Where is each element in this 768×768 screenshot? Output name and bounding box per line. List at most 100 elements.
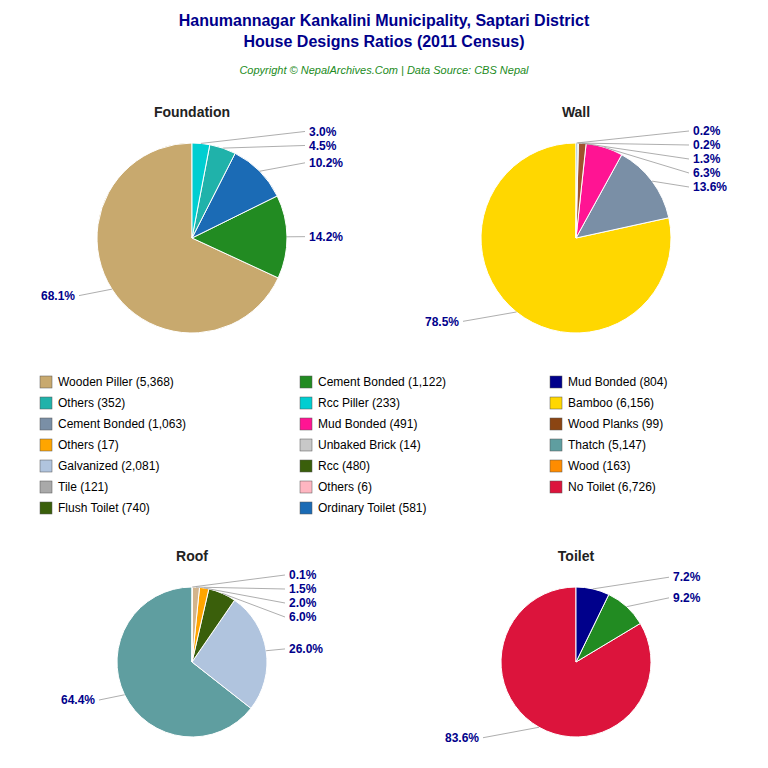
- title: Hanumannagar Kankalini Municipality, Sap…: [179, 12, 590, 50]
- pie-chart: Roof64.4%26.0%6.0%2.0%1.5%0.1%: [61, 548, 323, 737]
- legend-item: Galvanized (2,081): [40, 459, 159, 473]
- legend-label: Others (6): [318, 480, 372, 494]
- data-label: 4.5%: [309, 139, 337, 153]
- legend-label: Ordinary Toilet (581): [318, 501, 427, 515]
- legend-item: Rcc (480): [300, 459, 370, 473]
- data-label: 3.0%: [309, 125, 337, 139]
- legend-label: Rcc (480): [318, 459, 370, 473]
- leader-line: [593, 577, 669, 589]
- subtitle: Copyright © NepalArchives.Com | Data Sou…: [239, 64, 529, 76]
- legend-label: Wood (163): [568, 459, 630, 473]
- legend-swatch: [40, 397, 52, 409]
- data-label: 9.2%: [673, 591, 701, 605]
- pie-slice: [576, 143, 577, 238]
- legend-swatch: [40, 481, 52, 493]
- legend-item: Mud Bonded (491): [300, 417, 417, 431]
- legend-label: Unbaked Brick (14): [318, 438, 421, 452]
- data-label: 1.5%: [289, 582, 317, 596]
- leader-line: [204, 588, 285, 603]
- chart-root: Hanumannagar Kankalini Municipality, Sap…: [0, 0, 768, 768]
- pie-slice: [576, 143, 578, 238]
- pie-chart: Foundation68.1%14.2%10.2%4.5%3.0%: [41, 104, 343, 333]
- data-labels: 83.6%9.2%7.2%: [445, 570, 701, 744]
- data-label: 78.5%: [425, 315, 459, 329]
- slices: [501, 587, 651, 737]
- slices: [97, 143, 287, 333]
- pie-slice: [192, 143, 210, 238]
- legend-label: Rcc Piller (233): [318, 396, 400, 410]
- pie-slice: [576, 143, 586, 238]
- legend-item: Rcc Piller (233): [300, 396, 400, 410]
- leader-line: [79, 289, 112, 295]
- legend-item: Bamboo (6,156): [550, 396, 654, 410]
- data-labels: 68.1%14.2%10.2%4.5%3.0%: [41, 125, 343, 303]
- leader-line: [463, 312, 516, 321]
- legend-label: Cement Bonded (1,122): [318, 375, 446, 389]
- legend-swatch: [300, 376, 312, 388]
- pie-slice: [192, 587, 209, 662]
- pie-title: Toilet: [558, 548, 595, 564]
- legend-label: No Toilet (6,726): [568, 480, 656, 494]
- legend-label: Wood Planks (99): [568, 417, 663, 431]
- legend-item: Flush Toilet (740): [40, 501, 150, 515]
- title-line: House Designs Ratios (2011 Census): [244, 33, 525, 50]
- legend-item: Cement Bonded (1,063): [40, 417, 186, 431]
- legend-swatch: [550, 481, 562, 493]
- legend-item: Thatch (5,147): [550, 438, 646, 452]
- legend-label: Wooden Piller (5,368): [58, 375, 174, 389]
- legend-label: Tile (121): [58, 480, 108, 494]
- legend-label: Others (352): [58, 396, 125, 410]
- pie-slice: [501, 587, 651, 737]
- leader-line: [627, 598, 669, 607]
- legend-item: Others (352): [40, 396, 125, 410]
- data-label: 0.1%: [289, 568, 317, 582]
- slices: [117, 587, 267, 737]
- leader-line: [223, 145, 305, 148]
- legend-label: Thatch (5,147): [568, 438, 646, 452]
- legend-label: Flush Toilet (740): [58, 501, 150, 515]
- pie-slice: [192, 587, 193, 662]
- legend-label: Others (17): [58, 438, 119, 452]
- legend-label: Bamboo (6,156): [568, 396, 654, 410]
- data-labels: 78.5%13.6%6.3%1.3%0.2%0.2%: [425, 124, 727, 328]
- data-label: 1.3%: [693, 152, 721, 166]
- legend-swatch: [300, 460, 312, 472]
- legend-swatch: [300, 397, 312, 409]
- data-label: 6.0%: [289, 610, 317, 624]
- legend-swatch: [40, 418, 52, 430]
- legend-swatch: [550, 397, 562, 409]
- slices: [481, 143, 671, 333]
- pie-title: Wall: [562, 104, 590, 120]
- legend-item: Others (17): [40, 438, 119, 452]
- legend-label: Galvanized (2,081): [58, 459, 159, 473]
- legend-item: Ordinary Toilet (581): [300, 501, 427, 515]
- leader-line: [578, 143, 689, 145]
- pie-slice: [576, 144, 622, 238]
- legend-swatch: [300, 481, 312, 493]
- pie-slice: [481, 143, 671, 333]
- legend-label: Mud Bonded (491): [318, 417, 417, 431]
- leader-line: [266, 649, 285, 651]
- data-label: 6.3%: [693, 166, 721, 180]
- data-label: 10.2%: [309, 156, 343, 170]
- leader-line: [577, 131, 689, 143]
- pie-chart: Wall78.5%13.6%6.3%1.3%0.2%0.2%: [425, 104, 727, 333]
- legend-item: Unbaked Brick (14): [300, 438, 421, 452]
- data-label: 13.6%: [693, 180, 727, 194]
- leader-line: [483, 727, 539, 737]
- leader-line: [260, 163, 305, 171]
- legend-item: Tile (121): [40, 480, 108, 494]
- legend-swatch: [40, 460, 52, 472]
- legend-label: Cement Bonded (1,063): [58, 417, 186, 431]
- legend-item: Cement Bonded (1,122): [300, 375, 446, 389]
- leader-line: [604, 147, 689, 173]
- data-labels: 64.4%26.0%6.0%2.0%1.5%0.1%: [61, 568, 323, 707]
- legend-label: Mud Bonded (804): [568, 375, 667, 389]
- legend-item: Wood (163): [550, 459, 630, 473]
- leader-line: [99, 695, 125, 700]
- data-label: 0.2%: [693, 124, 721, 138]
- leader-line: [652, 181, 689, 187]
- pie-slice: [192, 587, 200, 662]
- legend-swatch: [40, 439, 52, 451]
- legend-swatch: [300, 502, 312, 514]
